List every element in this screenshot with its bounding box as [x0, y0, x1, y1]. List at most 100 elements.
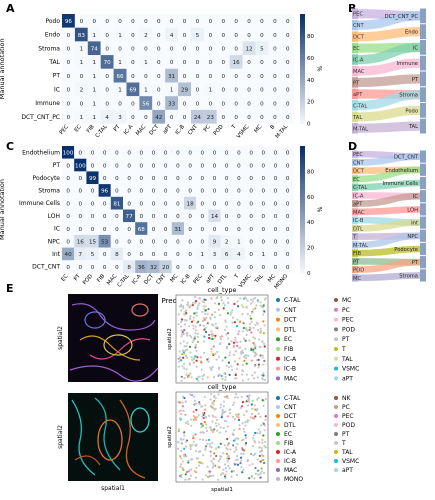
scatter-point	[244, 357, 248, 360]
cell-value-label: 0	[144, 115, 148, 121]
legend-label: PT	[342, 431, 350, 438]
scatter-point	[223, 372, 226, 375]
cell-value-label: 0	[225, 176, 229, 182]
cell-value-label: 0	[247, 88, 251, 94]
col-tick-label: POD	[213, 124, 225, 137]
legend-marker	[276, 441, 280, 445]
cell-value-label: 24	[194, 115, 202, 121]
scatter-point	[216, 350, 219, 353]
heatmap-cell	[184, 158, 197, 172]
scatter-point	[199, 356, 202, 359]
heatmap-cell	[281, 260, 294, 273]
heatmap-cell	[126, 14, 140, 28]
legend-label: aPT	[342, 375, 353, 382]
scatter-point	[250, 359, 253, 362]
sankey-right-node	[420, 176, 426, 190]
heatmap-cell	[242, 109, 256, 124]
heatmap-cell	[184, 209, 197, 223]
scatter-point	[220, 296, 223, 299]
cell-value-label: 0	[140, 252, 144, 258]
scatter-point	[259, 331, 262, 334]
col-tick-label: M-TAL	[275, 124, 290, 140]
scatter-point	[209, 405, 212, 408]
heatmap-cell	[165, 55, 179, 69]
cell-value-label: 1	[80, 60, 84, 66]
scatter-point	[239, 407, 242, 410]
cell-value-label: 0	[274, 189, 278, 195]
sankey-right-node	[420, 190, 426, 203]
scatter-point	[198, 375, 201, 378]
legend-marker	[334, 459, 338, 463]
heatmap-cell	[281, 55, 295, 69]
cell-value-label: 0	[221, 101, 225, 107]
heatmap-cell	[98, 234, 111, 248]
sankey-left-label: FIB	[353, 251, 362, 257]
scatter-point	[181, 299, 184, 302]
colorbar-segment	[300, 234, 305, 239]
scatter-point	[240, 439, 244, 442]
scatter-point	[262, 434, 265, 437]
heatmap-cell	[178, 82, 191, 97]
heatmap-cell	[178, 96, 191, 110]
cell-value-label: 0	[176, 252, 180, 258]
cell-value-label: 0	[183, 33, 187, 39]
heatmap-cell	[74, 109, 88, 124]
scatter-point	[261, 340, 264, 343]
scatter-point	[242, 337, 246, 340]
scatter-point	[236, 463, 240, 466]
cell-value-label: 0	[140, 214, 144, 220]
scatter-point	[238, 357, 241, 360]
scatter-point	[235, 413, 238, 416]
scatter-point	[200, 368, 203, 371]
cell-value-label: 0	[201, 151, 205, 157]
scatter-point	[260, 424, 263, 427]
scatter-point	[199, 461, 202, 464]
cell-value-label: 0	[249, 265, 253, 271]
scatter-point	[178, 410, 181, 413]
cell-value-label: 0	[286, 214, 290, 220]
scatter-point	[252, 454, 255, 457]
scatter-point	[245, 333, 248, 336]
cell-value-label: 0	[105, 74, 109, 80]
sankey-flow	[357, 42, 421, 65]
scatter-point	[259, 301, 262, 304]
cell-value-label: 0	[103, 214, 107, 220]
scatter-point	[204, 330, 208, 334]
sankey-left-node	[352, 200, 358, 208]
scatter-point	[226, 448, 229, 451]
cell-value-label: 0	[66, 265, 70, 271]
scatter-point	[257, 328, 260, 332]
heatmap-cell	[165, 68, 179, 83]
sankey-left-label: C-TAL	[353, 103, 367, 109]
scatter-point	[234, 396, 237, 399]
heatmap-cell	[62, 146, 75, 159]
cell-value-label: 0	[170, 19, 174, 25]
legend-label: MC	[342, 297, 351, 304]
scatter-point	[258, 345, 261, 348]
legend-label: C-TAL	[284, 297, 301, 304]
scatter-point	[207, 357, 210, 360]
cell-value-label: 0	[152, 151, 156, 157]
scatter-point	[185, 368, 188, 371]
scatter-point	[241, 401, 245, 404]
heatmap-cell	[74, 146, 87, 159]
colorbar-segment	[300, 101, 305, 105]
sankey-left-node	[352, 31, 358, 42]
cell-value-label: 0	[157, 60, 161, 66]
heatmap-cell	[159, 234, 172, 248]
scatter-point	[262, 304, 265, 307]
scatter-point	[226, 332, 230, 335]
cell-value-label: 0	[234, 46, 238, 52]
scatter-point	[184, 349, 187, 353]
scatter-point	[250, 348, 253, 352]
cell-value-label: 0	[274, 227, 278, 233]
scatter-point	[235, 473, 239, 476]
scatter-point	[181, 405, 184, 408]
scatter-point	[202, 324, 205, 327]
scatter-point	[229, 313, 232, 316]
scatter-point	[244, 424, 247, 427]
scatter-point	[179, 465, 182, 468]
cell-value-label: 4	[105, 115, 109, 121]
heatmap-cell	[196, 247, 209, 261]
scatter-point	[180, 318, 184, 321]
